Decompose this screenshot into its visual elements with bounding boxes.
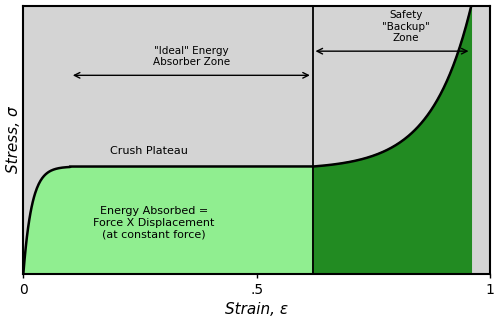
Text: Energy Absorbed =
Force X Displacement
(at constant force): Energy Absorbed = Force X Displacement (… bbox=[94, 206, 214, 239]
Y-axis label: Stress, σ: Stress, σ bbox=[6, 106, 20, 173]
Polygon shape bbox=[24, 167, 312, 274]
Text: Safety
"Backup"
Zone: Safety "Backup" Zone bbox=[382, 10, 430, 43]
Polygon shape bbox=[312, 5, 472, 274]
Text: "Ideal" Energy
Absorber Zone: "Ideal" Energy Absorber Zone bbox=[153, 46, 230, 67]
Text: Crush Plateau: Crush Plateau bbox=[110, 146, 188, 156]
X-axis label: Strain, ε: Strain, ε bbox=[225, 302, 288, 318]
